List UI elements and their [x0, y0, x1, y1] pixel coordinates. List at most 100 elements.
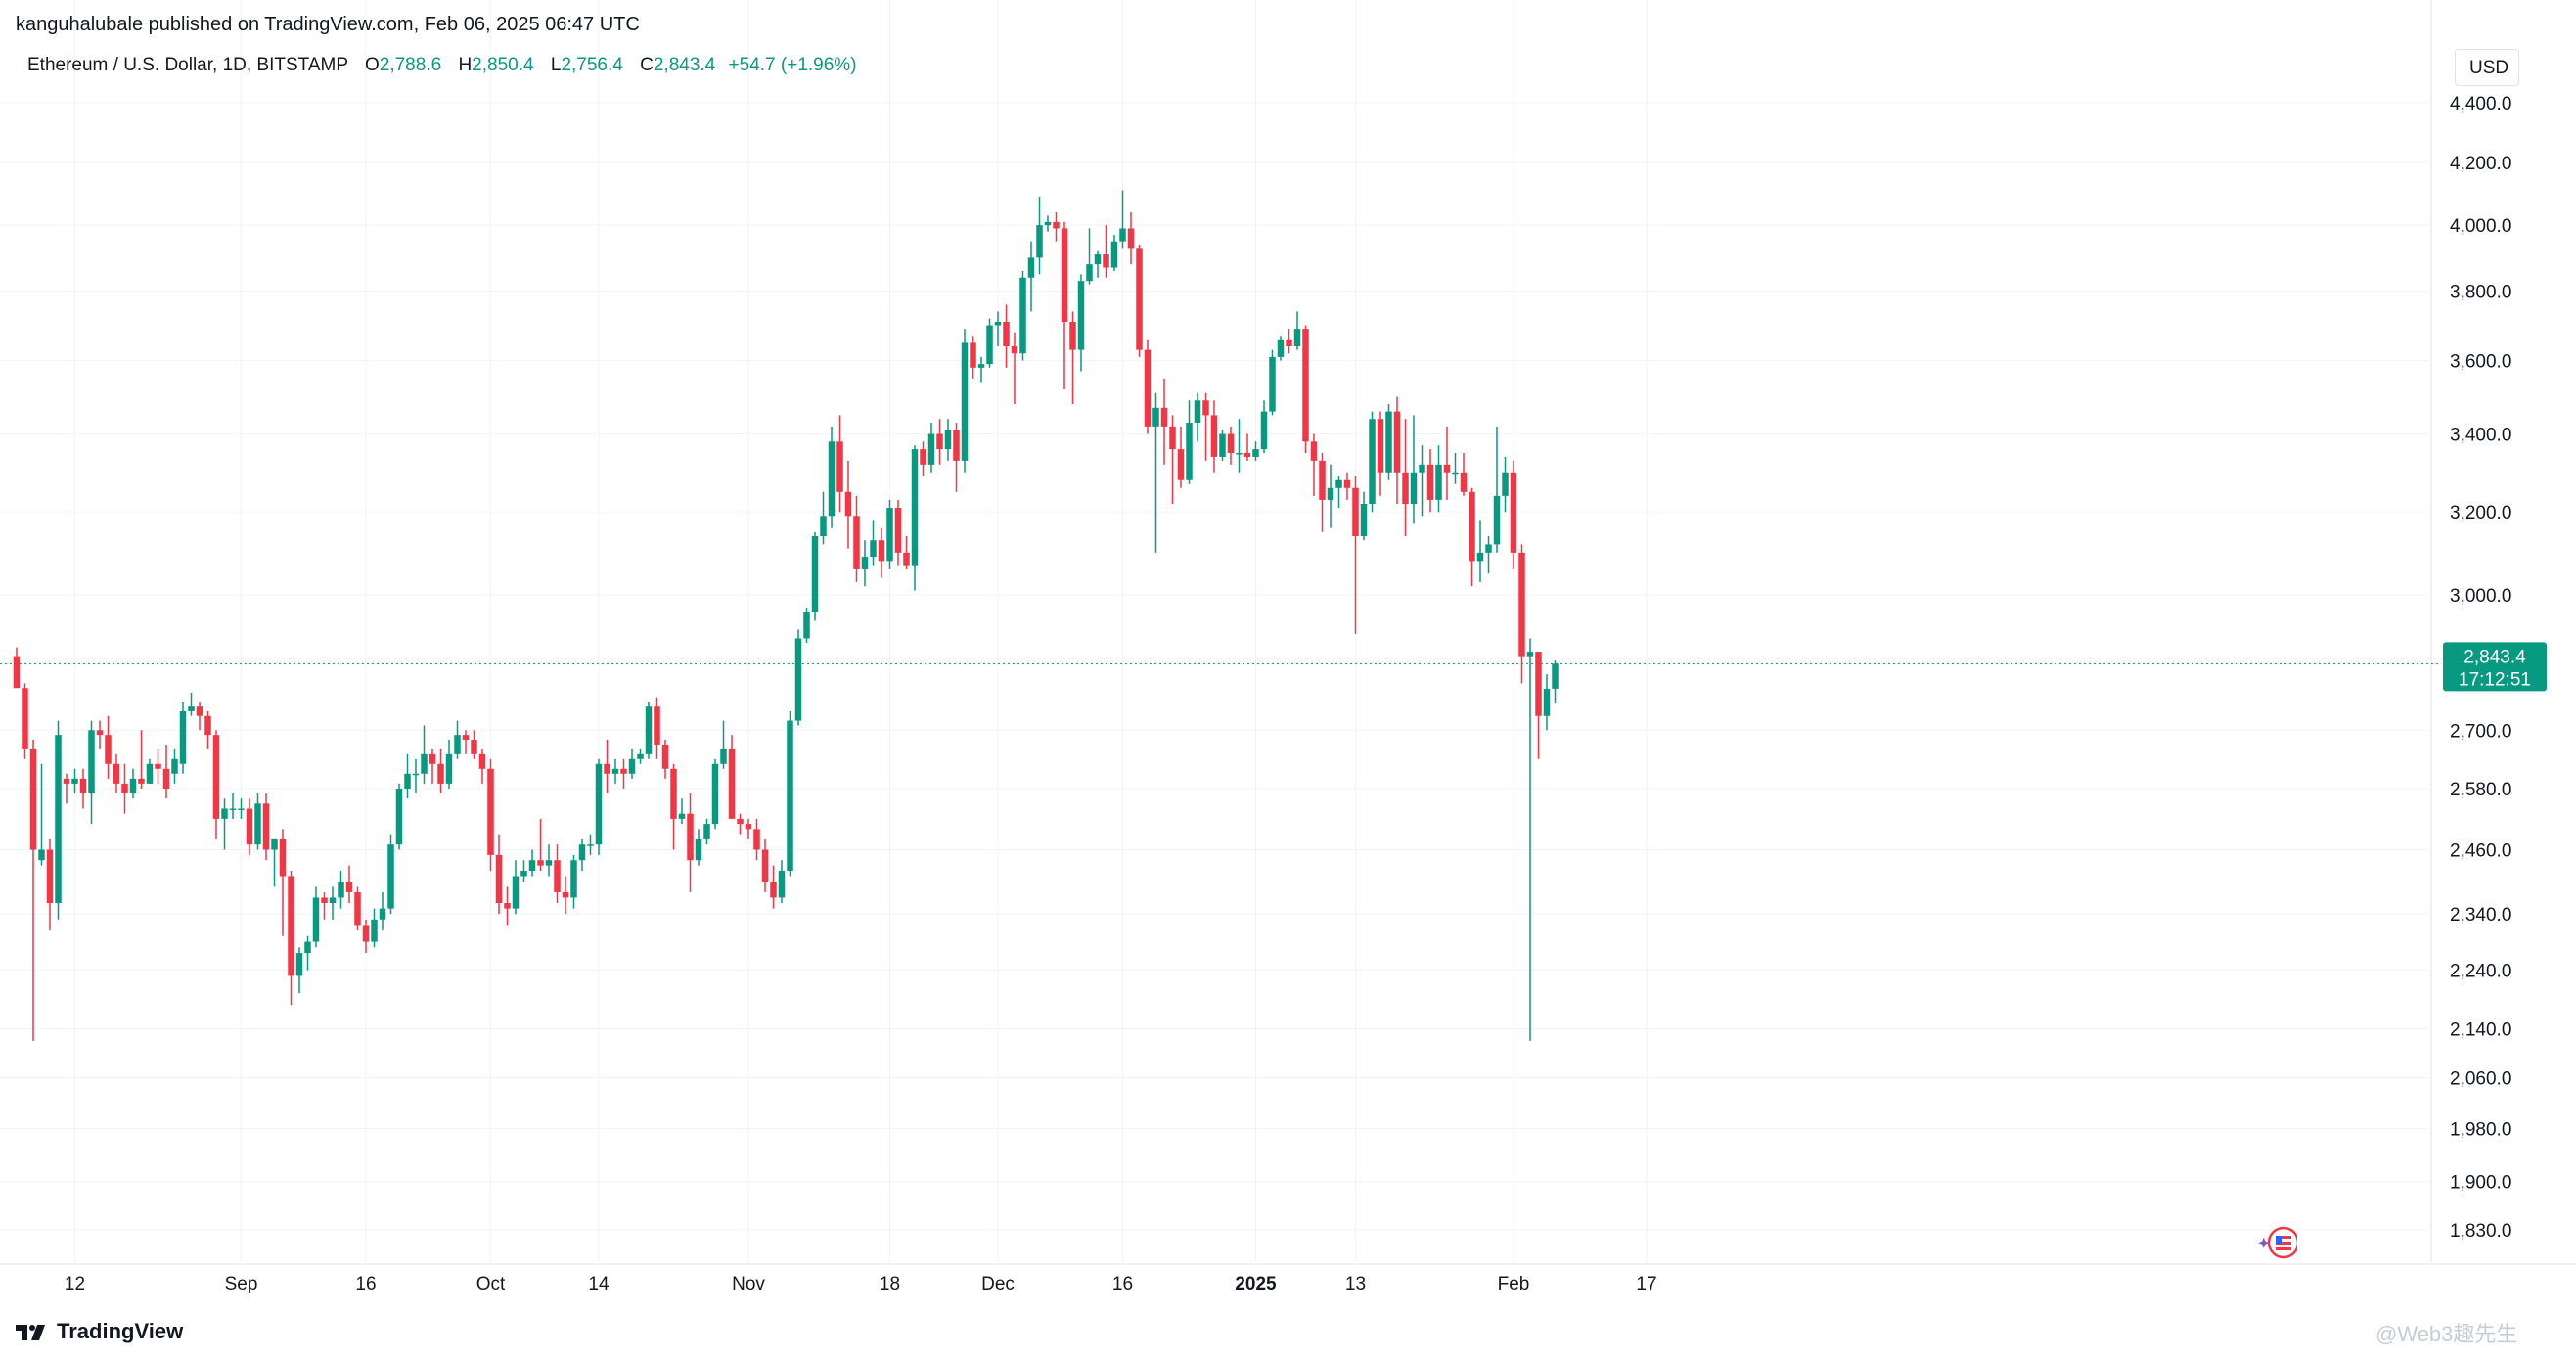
candle-body	[1419, 464, 1425, 473]
candle-body	[570, 860, 577, 898]
candle-down	[1302, 325, 1309, 454]
candle-up	[371, 908, 378, 948]
candle-up	[304, 935, 311, 971]
tradingview-brand[interactable]: TradingView	[16, 1319, 183, 1344]
candle-body	[1377, 419, 1384, 473]
candle-down	[471, 730, 477, 759]
candle-body	[1293, 329, 1301, 346]
price-axis[interactable]: 4,400.0 4,200.0 4,000.0 3,800.0 3,600.0 3,400…	[2450, 94, 2511, 1242]
candle-up	[1252, 441, 1259, 461]
change-value: +54.7 (+1.96%)	[728, 55, 857, 75]
candle-down	[478, 748, 486, 784]
candle-body	[246, 808, 253, 845]
candle-body	[1069, 321, 1076, 350]
candle-down	[138, 730, 145, 789]
candle-body	[961, 342, 969, 461]
candle-up	[254, 793, 261, 850]
candle-body	[188, 706, 195, 711]
candle-body	[271, 838, 278, 850]
candle-down	[903, 536, 910, 569]
price-tick-label: 4,400.0	[2450, 94, 2511, 114]
candle-down	[844, 460, 852, 549]
low-value: 2,756.4	[561, 55, 623, 75]
candle-up	[1452, 453, 1459, 484]
candle-down	[970, 336, 976, 379]
candle-body	[22, 688, 28, 749]
candle-body	[146, 763, 154, 784]
time-axis[interactable]: 12 Sep 16 Oct 14 Nov 18 Dec 16 2025 13 Feb 17	[65, 1274, 1657, 1294]
candle-down	[620, 758, 627, 789]
candle-body	[1210, 415, 1218, 457]
candle-down	[1310, 433, 1318, 496]
candle-down	[1053, 212, 1060, 242]
candle-up	[1277, 336, 1285, 361]
publisher-line: kanguhalubale published on TradingView.c…	[16, 14, 640, 35]
time-tick-label: Sep	[225, 1274, 258, 1294]
candle-down	[162, 744, 170, 799]
candle-up	[787, 710, 793, 877]
candle-body	[1510, 472, 1517, 553]
price-tick-label: 1,980.0	[2450, 1120, 2511, 1141]
candle-down	[1160, 378, 1168, 465]
time-tick-label: 16	[355, 1274, 376, 1294]
price-tick-label: 2,460.0	[2450, 841, 2511, 862]
candle-body	[528, 860, 536, 872]
candle-up	[1360, 491, 1368, 541]
candle-body	[412, 773, 420, 776]
candle-down	[362, 919, 370, 954]
flag-badge-icon[interactable]	[2258, 1225, 2300, 1260]
open-value: 2,788.6	[379, 55, 442, 75]
candle-up	[545, 844, 553, 877]
candle-body	[1526, 652, 1534, 657]
candle-up	[1019, 270, 1026, 361]
candle-body	[38, 849, 45, 861]
candle-body	[1036, 225, 1043, 258]
candle-body	[728, 748, 736, 819]
candle-down	[495, 834, 503, 915]
currency-button[interactable]: USD	[2455, 49, 2519, 86]
candle-body	[1469, 491, 1475, 562]
candle-body	[1044, 221, 1052, 226]
candle-up	[1119, 190, 1126, 249]
candle-body	[1535, 652, 1542, 716]
candle-down	[113, 753, 120, 794]
candle-body	[654, 706, 660, 745]
symbol-title[interactable]: Ethereum / U.S. Dollar, 1D, BITSTAMP	[27, 55, 348, 75]
candle-body	[1077, 281, 1085, 350]
candle-body	[1061, 228, 1068, 322]
candle-down	[196, 702, 203, 731]
candle-down	[1518, 544, 1525, 684]
candle-up	[171, 748, 178, 784]
candle-body	[487, 768, 494, 855]
candle-body	[1243, 453, 1251, 457]
candle-body	[604, 763, 610, 774]
candle-up	[703, 818, 710, 845]
candle-down	[745, 818, 752, 839]
candle-body	[903, 552, 910, 566]
candle-body	[1186, 423, 1193, 480]
candle-body	[295, 953, 303, 976]
candle-body	[920, 449, 926, 465]
candle-down	[1535, 652, 1542, 759]
candle-up	[1269, 349, 1276, 416]
candle-body	[155, 763, 161, 769]
price-tick-label: 3,000.0	[2450, 586, 2511, 607]
candle-body	[312, 897, 320, 942]
candle-body	[1160, 407, 1168, 427]
candle-body	[13, 656, 21, 689]
candle-down	[562, 876, 569, 915]
candle-up	[1476, 520, 1484, 582]
candle-up	[512, 860, 520, 915]
candle-up	[1327, 464, 1334, 528]
candle-up	[271, 838, 278, 887]
candle-body	[970, 342, 976, 368]
candle-down	[728, 735, 736, 819]
time-tick-label: 14	[588, 1274, 610, 1294]
candle-body	[878, 540, 885, 562]
last-price-tag-countdown: 17:12:51	[2459, 669, 2531, 690]
candle-body	[179, 710, 187, 764]
candle-body	[1019, 277, 1026, 354]
candle-body	[471, 740, 477, 754]
candle-down	[22, 683, 28, 759]
